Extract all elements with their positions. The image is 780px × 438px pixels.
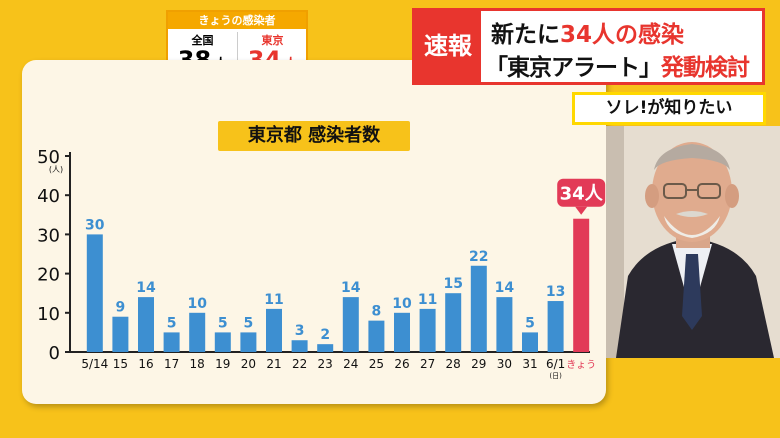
- bar: [214, 332, 231, 352]
- y-tick-label: 40: [37, 186, 60, 207]
- x-tick-sublabel: (日): [549, 372, 562, 380]
- commentator-photo: [606, 126, 780, 358]
- data-label: 15: [443, 276, 462, 292]
- x-tick-label: 22: [292, 357, 307, 371]
- data-label: 10: [392, 296, 412, 312]
- x-tick-label: 21: [266, 357, 281, 371]
- x-tick-label: 17: [164, 357, 179, 371]
- headline-2-text: 「東京アラート」: [485, 55, 662, 81]
- x-tick-label: 5/14: [81, 357, 108, 371]
- x-tick-label: 28: [446, 357, 461, 371]
- x-tick-label: 29: [471, 357, 486, 371]
- callout-pointer: [575, 206, 588, 215]
- data-label: 13: [546, 284, 565, 300]
- data-label: 10: [187, 296, 207, 312]
- y-tick-label: 50: [37, 147, 60, 168]
- data-label: 14: [136, 280, 156, 296]
- x-tick-label: 26: [394, 357, 409, 371]
- data-label: 14: [341, 280, 361, 296]
- x-tick-label: 6/1: [546, 357, 565, 371]
- x-tick-label: 31: [522, 357, 537, 371]
- headline-1-text: 新たに: [491, 22, 560, 48]
- data-label: 8: [372, 304, 382, 320]
- x-tick-label: 19: [215, 357, 230, 371]
- x-tick-label: 15: [113, 357, 128, 371]
- data-label: 5: [167, 315, 177, 331]
- bar: [86, 234, 103, 352]
- bar: [112, 316, 129, 352]
- bar: [496, 297, 513, 352]
- today-cases-header: きょうの感染者: [168, 12, 306, 29]
- headline-line-1: 新たに34人の感染: [491, 15, 684, 49]
- x-tick-label: きょう: [566, 359, 596, 371]
- data-label: 2: [320, 327, 330, 343]
- data-label: 14: [495, 280, 515, 296]
- segment-banner: ソレ!が知りたい: [572, 92, 766, 125]
- data-label: 5: [525, 315, 535, 331]
- bar: [368, 320, 385, 352]
- bar: [163, 332, 180, 352]
- x-tick-label: 25: [369, 357, 384, 371]
- bar-today: [573, 218, 590, 352]
- bar: [419, 308, 436, 352]
- x-tick-label: 20: [241, 357, 256, 371]
- y-axis-unit: (人): [49, 165, 63, 174]
- data-label: 30: [85, 217, 105, 233]
- bar: [317, 344, 334, 352]
- nationwide-label: 全国: [191, 34, 214, 47]
- data-label: 5: [244, 315, 254, 331]
- x-tick-label: 23: [318, 357, 333, 371]
- bar: [291, 340, 308, 352]
- callout-label: 34人: [560, 184, 604, 205]
- bar: [522, 332, 538, 352]
- bar: [445, 293, 462, 352]
- data-label: 9: [116, 300, 126, 316]
- headline-2-highlight: 発動検討: [661, 55, 750, 81]
- commentator-illustration: [606, 126, 780, 358]
- y-tick-label: 30: [37, 225, 60, 246]
- tokyo-label: 東京: [261, 34, 284, 47]
- bar: [394, 312, 410, 352]
- data-label: 22: [469, 249, 488, 265]
- headline-1-highlight: 34人の感染: [560, 22, 685, 48]
- data-label: 5: [218, 315, 228, 331]
- x-tick-label: 30: [497, 357, 512, 371]
- x-tick-label: 27: [420, 357, 435, 371]
- data-label: 11: [264, 292, 283, 308]
- data-label: 3: [295, 323, 305, 339]
- y-tick-label: 0: [49, 343, 60, 364]
- chart-title: 東京都 感染者数: [218, 121, 410, 151]
- bar: [266, 308, 282, 352]
- bar: [138, 297, 154, 352]
- bar: [470, 265, 487, 352]
- bar: [189, 312, 206, 352]
- breaking-news-box: 速報 新たに34人の感染 「東京アラート」発動検討: [412, 8, 765, 85]
- y-tick-label: 10: [37, 304, 60, 325]
- headline-line-2: 「東京アラート」発動検討: [485, 48, 750, 82]
- bar: [547, 301, 564, 352]
- callout-box: [557, 178, 606, 207]
- y-tick-label: 20: [37, 265, 60, 286]
- breaking-tag: 速報: [415, 11, 481, 82]
- x-tick-label: 24: [343, 357, 358, 371]
- x-tick-label: 16: [138, 357, 153, 371]
- bar: [342, 297, 359, 352]
- bar: [240, 332, 257, 352]
- data-label: 11: [418, 292, 437, 308]
- x-tick-label: 18: [190, 357, 205, 371]
- cell-divider: [237, 32, 238, 72]
